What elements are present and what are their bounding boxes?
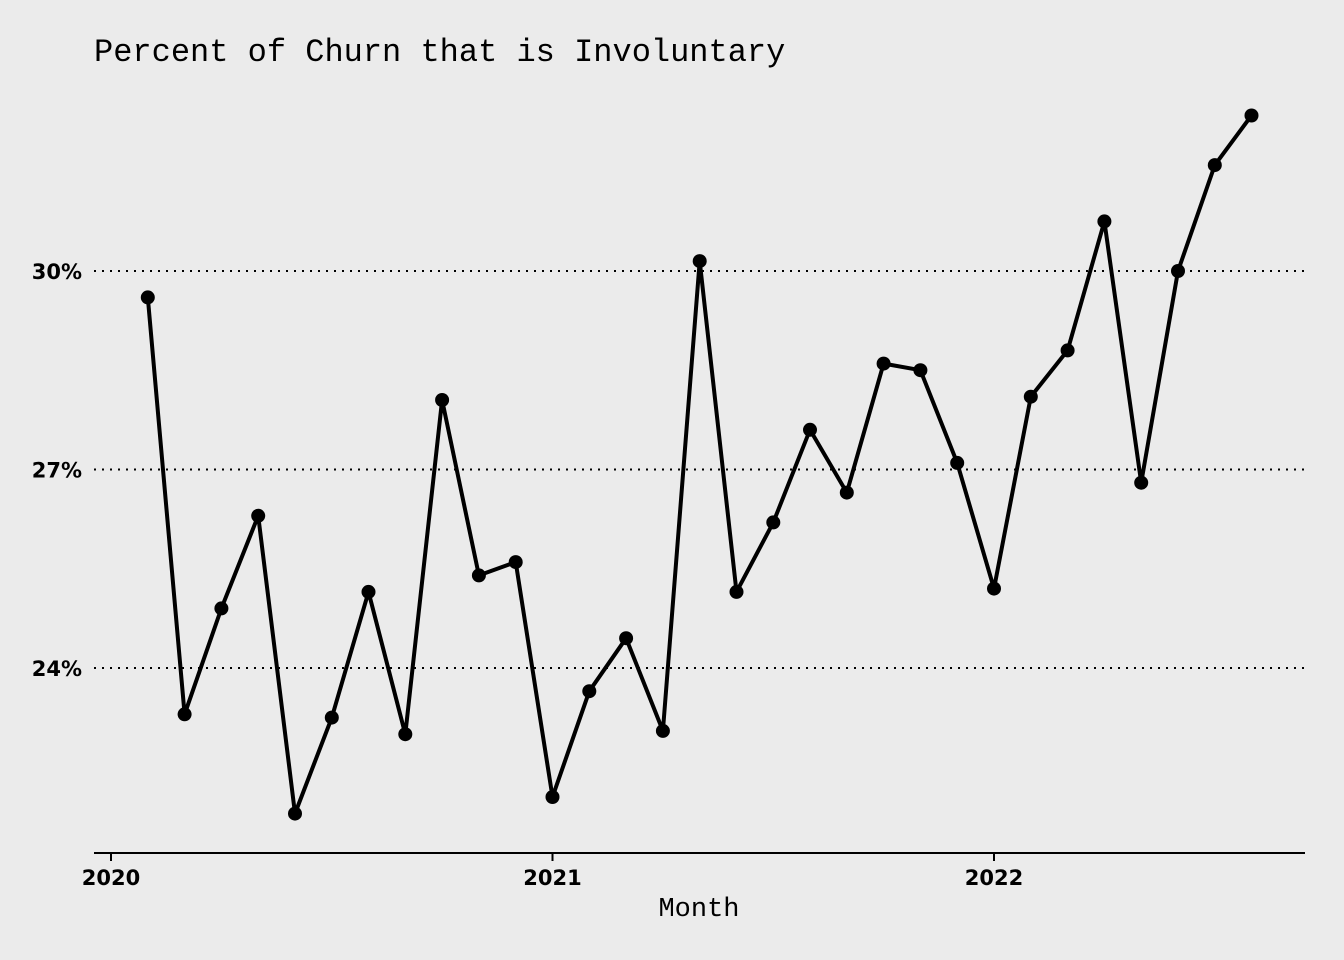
data-point [288,806,302,821]
x-axis: 2020 2021 2022 [82,853,1023,890]
data-point [214,601,229,616]
data-point [324,710,339,725]
y-tick-label: 27% [32,458,82,482]
x-tick-label: 2021 [523,866,581,890]
data-point [1244,108,1259,123]
data-point [803,422,817,437]
y-tick-label: 24% [32,657,82,681]
data-point [361,584,376,599]
series-line [145,114,1254,816]
x-axis-title: Month [658,895,739,925]
data-point [729,584,744,599]
data-point [398,727,413,742]
data-point [1207,158,1222,173]
data-point [1097,214,1112,229]
data-point [876,356,891,371]
data-point [655,723,670,738]
data-point [692,254,707,269]
y-tick-label: 30% [32,260,82,284]
data-point [1060,343,1075,358]
data-point [545,790,560,804]
data-point [1171,264,1185,278]
data-point [839,485,854,500]
data-point [766,515,781,530]
y-axis: 24% 27% 30% [32,260,82,681]
chart-title: Percent of Churn that is Involuntary [94,34,785,71]
data-point [913,363,928,378]
data-point [987,581,1001,596]
x-tick-label: 2020 [82,866,140,890]
x-tick-label: 2022 [965,866,1023,890]
gridlines [94,269,1305,669]
data-point [1134,475,1149,490]
data-point [435,393,450,407]
data-point [582,684,597,699]
data-point [251,508,266,523]
data-point [950,455,965,470]
data-point [177,707,192,722]
data-point [471,568,486,583]
data-point [619,631,634,646]
data-point [140,290,155,305]
data-point [508,555,523,570]
data-point [1023,389,1038,404]
data-points [140,108,1259,821]
